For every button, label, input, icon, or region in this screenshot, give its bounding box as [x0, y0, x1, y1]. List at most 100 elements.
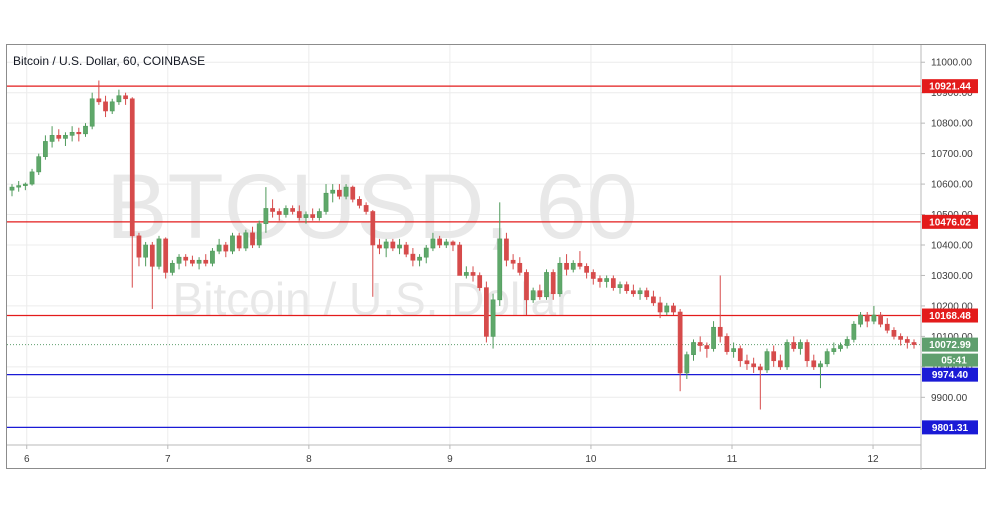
last-price-tag-bg	[922, 337, 978, 352]
candle-body	[63, 135, 68, 139]
candle-body	[370, 211, 376, 246]
candle-body	[904, 339, 910, 343]
y-tick-label: 11000.00	[931, 58, 972, 69]
price-axis[interactable]: 11000.00 10900.00 10800.00 10700.00 10600.00…	[921, 58, 973, 404]
candle-body	[704, 345, 710, 349]
candle-body	[89, 98, 95, 127]
candle-body	[423, 247, 429, 258]
level-price-tag-bg	[922, 367, 978, 382]
candle-body	[771, 351, 777, 362]
candle-body	[183, 256, 189, 261]
candle-body	[697, 342, 703, 346]
candle-body	[791, 342, 797, 349]
x-tick-label: 9	[447, 454, 453, 465]
candle-body	[163, 238, 169, 273]
candle-body	[610, 278, 616, 288]
x-tick-label: 10	[585, 454, 597, 465]
candle-body	[397, 244, 402, 249]
countdown-tag-bg	[922, 353, 978, 367]
chart-title: Bitcoin / U.S. Dollar, 60, COINBASE	[13, 54, 205, 68]
candle-body	[550, 272, 556, 295]
candle-body	[9, 186, 15, 191]
x-tick-label: 8	[306, 454, 312, 465]
candle-body	[323, 192, 329, 212]
y-tick-label: 10800.00	[931, 119, 973, 130]
candle-body	[350, 186, 356, 200]
level-price-tag-bg	[922, 308, 978, 323]
y-tick-label: 10100.00	[931, 332, 973, 343]
y-tick-label: 10200.00	[931, 301, 973, 312]
candle-body	[43, 141, 48, 157]
candle-body	[156, 238, 162, 267]
candle-body	[109, 101, 115, 112]
candle-body	[838, 345, 843, 349]
candle-body	[724, 336, 730, 352]
candle-body	[116, 95, 122, 103]
candle-body	[517, 262, 523, 273]
candle-body	[357, 199, 362, 206]
candle-body	[337, 189, 342, 197]
level-price-tag-bg	[922, 214, 978, 229]
price-tags: 10921.44 10476.02 10168.48 9974.40 9801.31 10…	[922, 79, 978, 435]
x-tick-label: 11	[727, 454, 738, 465]
candle-body	[764, 351, 770, 371]
watermark: BTCUSD, 60 Bitcoin / U.S. Dollar	[106, 156, 638, 325]
candle-body	[751, 363, 757, 368]
candle-body	[644, 290, 650, 298]
candle-body	[457, 244, 463, 276]
candle-body	[858, 314, 863, 325]
candle-body	[283, 208, 289, 215]
candle-body	[717, 326, 723, 337]
candle-body	[911, 342, 917, 345]
candle-body	[691, 342, 696, 355]
candle-body	[731, 348, 736, 352]
candle-body	[143, 244, 149, 258]
candle-body	[824, 351, 830, 365]
candle-body	[671, 305, 676, 313]
candle-body	[303, 214, 309, 218]
candle-body	[230, 235, 235, 252]
candle-body	[590, 272, 596, 279]
candle-body	[470, 272, 476, 276]
candle-body	[223, 244, 229, 252]
time-axis[interactable]: 6 7 8 9 10 11 12	[24, 445, 879, 465]
y-tick-label: 10700.00	[931, 149, 973, 160]
candle-body	[891, 329, 897, 337]
candle-body	[196, 259, 202, 264]
candle-body	[530, 290, 536, 301]
level-price-tag: 9801.31	[932, 423, 969, 434]
candles	[9, 80, 917, 410]
candle-body	[624, 284, 630, 291]
candle-body	[450, 241, 456, 246]
chart-svg[interactable]: BTCUSD, 60 Bitcoin / U.S. Dollar 11000.0…	[7, 45, 987, 470]
candle-body	[784, 342, 790, 368]
candle-body	[711, 326, 716, 349]
candle-body	[16, 185, 22, 188]
candle-body	[377, 244, 382, 249]
candle-body	[49, 135, 55, 142]
candle-body	[430, 238, 436, 249]
candle-body	[216, 244, 222, 252]
candle-body	[443, 241, 449, 246]
candle-body	[149, 244, 155, 267]
level-price-tag: 9974.40	[932, 370, 969, 381]
x-tick-label: 7	[165, 454, 171, 465]
candle-body	[316, 211, 322, 218]
candle-body	[69, 131, 75, 136]
candle-body	[263, 208, 269, 224]
candle-body	[777, 360, 783, 368]
candle-body	[136, 235, 142, 258]
candle-body	[664, 305, 670, 313]
chart-frame: BTCUSD, 60 Bitcoin / U.S. Dollar 11000.0…	[6, 44, 987, 470]
candle-body	[544, 272, 549, 298]
candle-body	[123, 95, 128, 100]
candle-body	[804, 342, 810, 362]
candle-body	[510, 259, 516, 264]
candle-body	[463, 272, 469, 276]
y-tick-label: 10600.00	[931, 180, 973, 191]
candle-body	[757, 366, 763, 371]
candle-body	[477, 275, 483, 288]
candle-body	[504, 238, 509, 261]
y-tick-label: 10900.00	[931, 88, 973, 99]
candle-body	[604, 278, 610, 282]
